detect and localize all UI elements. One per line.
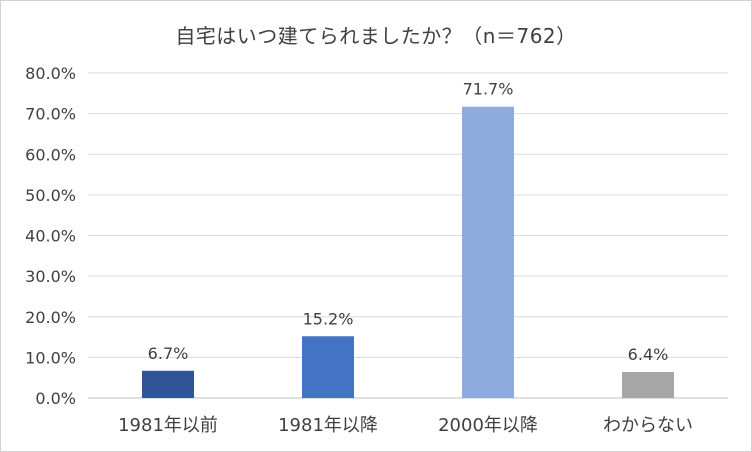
data-label: 71.7%: [463, 80, 514, 99]
x-category-label: わからない: [603, 415, 693, 436]
bar: [462, 106, 514, 398]
bar: [142, 370, 194, 398]
y-tick-label: 0.0%: [35, 389, 76, 408]
bar: [622, 372, 674, 398]
y-tick-label: 20.0%: [25, 308, 76, 327]
data-label: 15.2%: [303, 309, 354, 328]
y-tick-label: 60.0%: [25, 145, 76, 164]
y-tick-label: 80.0%: [25, 64, 76, 83]
y-tick-label: 30.0%: [25, 267, 76, 286]
x-category-label: 2000年以降: [438, 415, 538, 436]
data-label: 6.4%: [628, 345, 669, 364]
x-category-label: 1981年以前: [118, 415, 218, 436]
bar: [302, 336, 354, 398]
x-category-label: 1981年以降: [278, 415, 378, 436]
y-tick-label: 70.0%: [25, 105, 76, 124]
data-label: 6.7%: [148, 344, 189, 363]
chart-title: 自宅はいつ建てられましたか？（n＝762）: [175, 24, 577, 48]
y-tick-label: 10.0%: [25, 348, 76, 367]
y-tick-label: 40.0%: [25, 227, 76, 246]
y-tick-label: 50.0%: [25, 186, 76, 205]
